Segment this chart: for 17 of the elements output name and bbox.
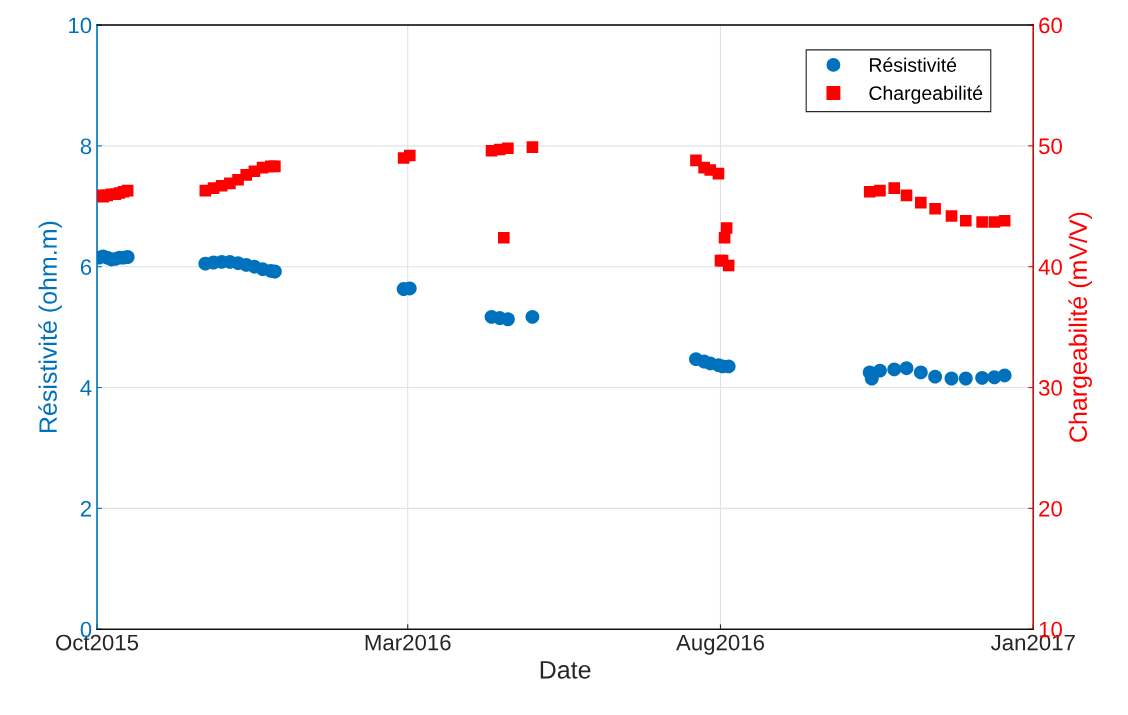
legend-label: Chargeabilité	[869, 85, 983, 104]
y2-tick-label: 60	[1039, 17, 1062, 34]
y2-tick-label: 50	[1039, 138, 1062, 155]
y2-tick-label: 30	[1038, 380, 1062, 396]
x-axis-title: Date	[540, 661, 591, 679]
x-tick-label: Mar2016	[365, 634, 451, 651]
y2-tick-label: 20	[1039, 500, 1062, 517]
legend-label: Résistivité	[870, 57, 957, 72]
y-tick-label: 8	[80, 138, 92, 155]
x-tick-label: Aug2016	[676, 634, 764, 655]
y-axis-title: Résistivité (ohm.m)	[38, 221, 62, 433]
y2-axis-title: Chargeabilité (mV/V)	[1068, 212, 1092, 442]
y-tick-label: 2	[80, 500, 92, 517]
y-tick-label: 10	[69, 17, 92, 34]
y2-tick-label: 40	[1038, 259, 1062, 275]
y-tick-label: 4	[80, 380, 92, 396]
y-tick-label: 6	[80, 259, 92, 275]
